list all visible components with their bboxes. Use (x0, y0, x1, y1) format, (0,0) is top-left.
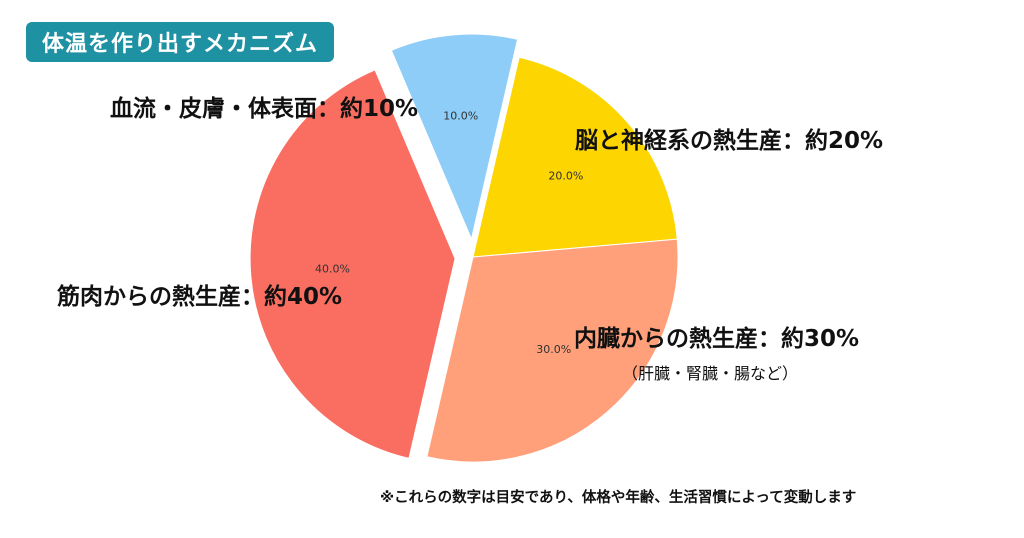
chart-title: 体温を作り出すメカニズム (42, 32, 319, 57)
pie-data-label-1: 20.0% (548, 169, 583, 182)
pie-data-label-3: 40.0% (315, 262, 350, 275)
pie-slice-1 (472, 56, 678, 258)
callout-organs-detail: （肝臓・腎臓・腸など） (622, 364, 799, 383)
callout-blood: 血流・皮膚・体表面：約10% (110, 96, 419, 122)
pie-data-label-2: 30.0% (536, 343, 571, 356)
callout-organs: 内臓からの熱生産：約30% (574, 326, 860, 352)
footnote: ※これらの数字は目安であり、体格や年齢、生活習慣によって変動します (380, 490, 857, 506)
pie-slice-2 (426, 238, 679, 463)
chart-title-badge: 体温を作り出すメカニズム (26, 22, 335, 62)
pie-data-label-4: 10.0% (443, 110, 478, 123)
pie-slices (249, 33, 679, 463)
pie-data-labels: 20.0% 30.0% 40.0% 10.0% (315, 110, 583, 356)
callout-brain: 脳と神経系の熱生産：約20% (575, 128, 884, 154)
callout-muscle: 筋肉からの熱生産：約40% (57, 284, 343, 310)
pie-slice-4 (390, 33, 519, 241)
pie-slice-3 (249, 69, 456, 459)
